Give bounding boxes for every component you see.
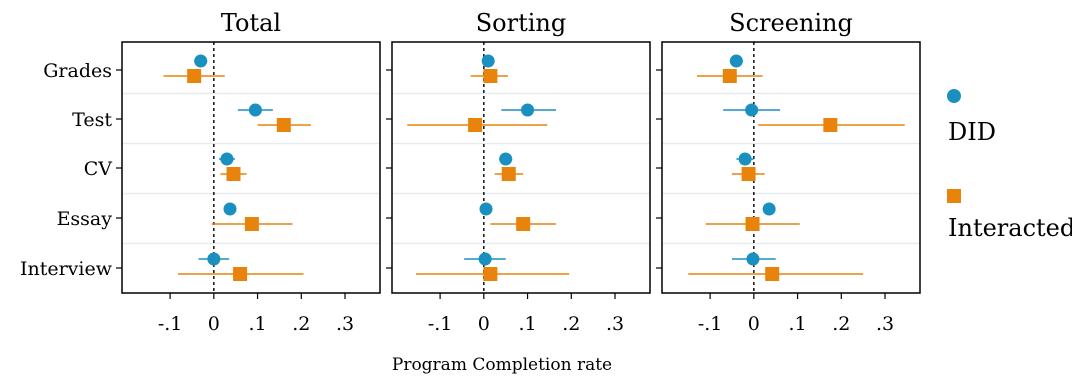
interacted-point bbox=[187, 69, 202, 83]
panel-title: Total bbox=[221, 9, 281, 37]
x-tick-label: .2 bbox=[832, 313, 850, 335]
interacted-point bbox=[516, 217, 531, 231]
panel-background bbox=[392, 42, 650, 293]
interacted-point bbox=[722, 69, 737, 83]
interacted-point bbox=[483, 69, 498, 83]
y-category-label: Interview bbox=[20, 258, 113, 280]
interacted-point bbox=[276, 118, 291, 132]
x-tick-label: .3 bbox=[606, 313, 624, 335]
panel-title: Sorting bbox=[476, 9, 567, 37]
interacted-point bbox=[233, 267, 248, 281]
interacted-point bbox=[468, 118, 483, 132]
did-point bbox=[479, 202, 493, 216]
x-tick-label: .1 bbox=[788, 313, 806, 335]
interacted-point bbox=[483, 267, 498, 281]
did-point bbox=[746, 252, 760, 266]
x-tick-label: .3 bbox=[876, 313, 894, 335]
interacted-point bbox=[765, 267, 780, 281]
x-tick-label: .2 bbox=[562, 313, 580, 335]
legend-did-label: DID bbox=[948, 118, 996, 146]
did-point bbox=[738, 152, 752, 166]
x-tick-label: .2 bbox=[292, 313, 310, 335]
x-tick-label: .1 bbox=[518, 313, 536, 335]
did-point bbox=[207, 252, 221, 266]
did-point bbox=[481, 54, 495, 68]
x-tick-label: .3 bbox=[336, 313, 354, 335]
did-point bbox=[248, 103, 262, 117]
panel-background bbox=[662, 42, 920, 293]
legend-interacted-marker bbox=[947, 189, 961, 203]
did-point bbox=[478, 252, 492, 266]
panel-title: Screening bbox=[729, 9, 853, 37]
did-point bbox=[223, 202, 237, 216]
did-point bbox=[762, 202, 776, 216]
x-tick-label: .1 bbox=[248, 313, 266, 335]
interacted-point bbox=[823, 118, 838, 132]
interacted-point bbox=[741, 167, 756, 181]
y-category-label: CV bbox=[84, 158, 113, 180]
did-point bbox=[499, 152, 513, 166]
x-tick-label: 0 bbox=[478, 313, 490, 335]
did-point bbox=[745, 103, 759, 117]
interacted-point bbox=[745, 217, 760, 231]
did-point bbox=[729, 54, 743, 68]
y-category-label: Essay bbox=[57, 208, 113, 230]
x-axis-title: Program Completion rate bbox=[392, 355, 612, 375]
did-point bbox=[220, 152, 234, 166]
interacted-point bbox=[501, 167, 516, 181]
did-point bbox=[521, 103, 535, 117]
x-tick-label: 0 bbox=[748, 313, 760, 335]
interacted-point bbox=[226, 167, 241, 181]
legend-did-marker bbox=[947, 89, 961, 103]
x-tick-label: 0 bbox=[208, 313, 220, 335]
interacted-point bbox=[244, 217, 259, 231]
x-tick-label: -.1 bbox=[698, 313, 723, 335]
legend-interacted-label: Interacted bbox=[948, 214, 1072, 242]
x-tick-label: -.1 bbox=[158, 313, 183, 335]
y-category-label: Grades bbox=[43, 60, 112, 82]
x-tick-label: -.1 bbox=[428, 313, 453, 335]
y-category-label: Test bbox=[72, 109, 112, 131]
panel-background bbox=[122, 42, 380, 293]
did-point bbox=[194, 54, 208, 68]
